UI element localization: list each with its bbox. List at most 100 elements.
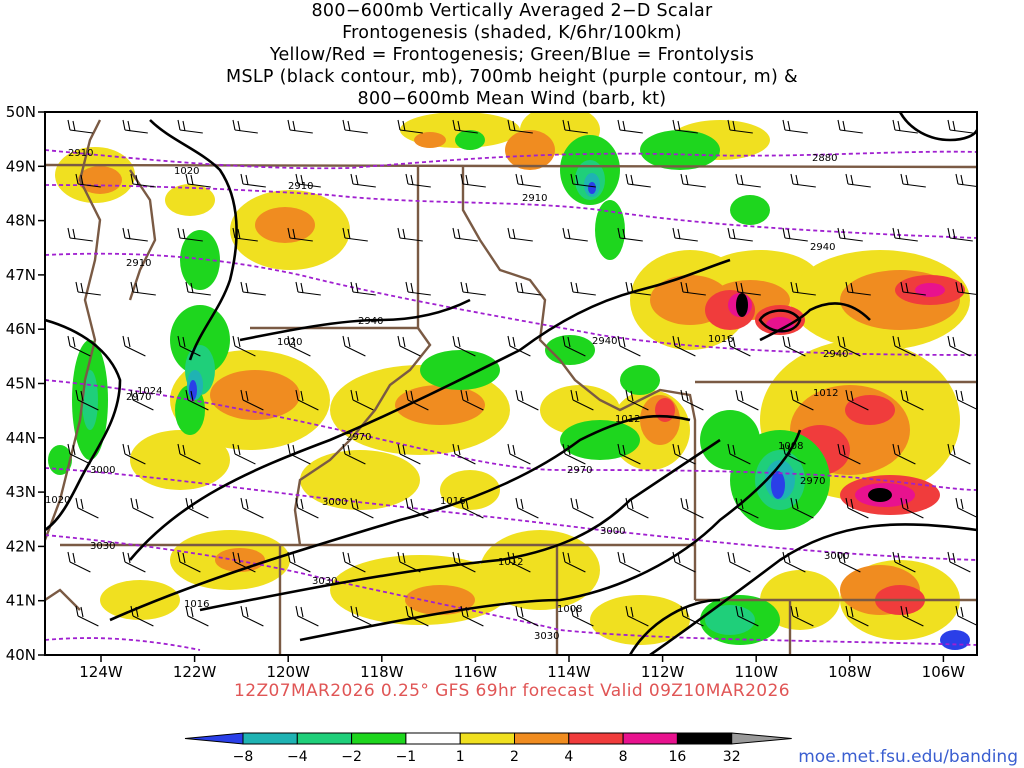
mslp-label: 1024 [137,386,162,397]
colorbar-segment [459,732,516,745]
lat-label: 46N [6,320,36,338]
wind-barb [562,227,588,242]
mslp-label: 1016 [440,496,465,507]
wind-barb [680,605,704,627]
lat-label: 40N [6,646,36,664]
colorbar-segment [568,732,624,745]
wind-barb [782,119,808,134]
wind-barb [837,119,863,134]
height-label: 2970 [567,465,592,476]
colorbar-segment [622,732,678,745]
wind-barb [837,335,861,357]
wind-barb [900,389,924,411]
colorbar-label: −2 [341,749,362,765]
credit-link[interactable]: moe.met.fsu.edu/banding [798,747,1018,767]
wind-barb [892,335,916,357]
wind-barb [287,227,313,242]
height-label: 2910 [126,258,151,269]
colorbar-label: 2 [510,749,519,765]
height-label: 2940 [810,242,835,253]
wind-barb [735,605,759,627]
wind-barb [295,497,319,519]
wind-barb [460,497,484,519]
wind-barb [617,119,643,134]
lon-label: 112W [641,663,685,681]
lon-label: 122W [173,663,217,681]
contour-labels: 2910 2910 2910 2880 2910 2940 2940 2940 … [45,148,849,642]
height-label: 3030 [534,631,559,642]
lat-label: 44N [6,429,36,447]
wind-barb [240,605,264,627]
colorbar-segment [351,732,407,745]
wind-barb [837,443,861,465]
wind-barb [185,497,209,519]
wind-barb [342,227,368,242]
wind-barb [727,335,751,357]
wind-barb [782,443,806,465]
wind-barb [570,497,594,519]
wind-barb [562,335,586,357]
wind-barb [900,605,924,627]
title-line-4: MSLP (black contour, mb), 700mb height (… [226,67,798,87]
wind-barb [397,227,423,242]
wind-barb [947,551,971,573]
wind-barb [892,119,918,134]
wind-barb [947,227,973,242]
wind-barb [75,497,99,519]
wind-barb [287,119,313,134]
wind-barb [460,389,484,411]
mslp-label: 1008 [778,441,803,452]
lon-label: 110W [734,663,778,681]
wind-barb [75,389,99,411]
height-label: 2910 [288,181,313,192]
wind-barb [727,119,753,134]
wind-barb [350,281,376,296]
wind-barb [295,389,319,411]
wind-barb [75,173,101,188]
title-line-1: 800−600mb Vertically Averaged 2−D Scalar [311,1,713,21]
wind-barb [672,551,696,573]
wind-barb [185,605,209,627]
mslp-label: 1020 [45,495,70,506]
wind-barb [67,227,93,242]
lon-label: 114W [547,663,591,681]
wind-barb [350,497,374,519]
wind-barb [177,551,201,573]
wind-barb [405,605,429,627]
wind-barb [287,443,311,465]
mslp-contours [45,112,977,655]
wind-barb [130,605,154,627]
height-label: 3000 [824,551,849,562]
wind-barb [625,605,649,627]
colorbar-segment [242,732,298,745]
wind-barb [177,119,203,134]
lat-label: 45N [6,375,36,393]
mslp-label: 1008 [557,604,582,615]
wind-barb [507,335,531,357]
wind-barb [507,551,531,573]
title-block: 800−600mb Vertically Averaged 2−D Scalar… [0,0,1024,110]
wind-barb [672,443,696,465]
wind-barb [185,281,211,296]
mslp-label: 1020 [277,337,302,348]
wind-barb [122,335,146,357]
lon-label: 124W [79,663,123,681]
wind-barb [947,443,971,465]
wind-barb [955,605,977,626]
height-label: 2940 [823,349,848,360]
wind-barb [405,497,429,519]
title-line-2: Frontogenesis (shaded, K/6hr/100km) [342,23,682,43]
wind-barb [892,227,918,242]
wind-barb [232,227,258,242]
wind-barb [130,497,154,519]
height-contours [45,149,977,651]
wind-barb [287,335,311,357]
wind-barbs [67,119,977,627]
wind-barb [570,281,596,296]
lat-label: 42N [6,537,36,555]
mslp-label: 1012 [498,557,523,568]
colorbar-segment [405,732,461,745]
colorbar-segment [514,732,570,745]
wind-barb [680,389,704,411]
wind-barb [955,497,977,518]
